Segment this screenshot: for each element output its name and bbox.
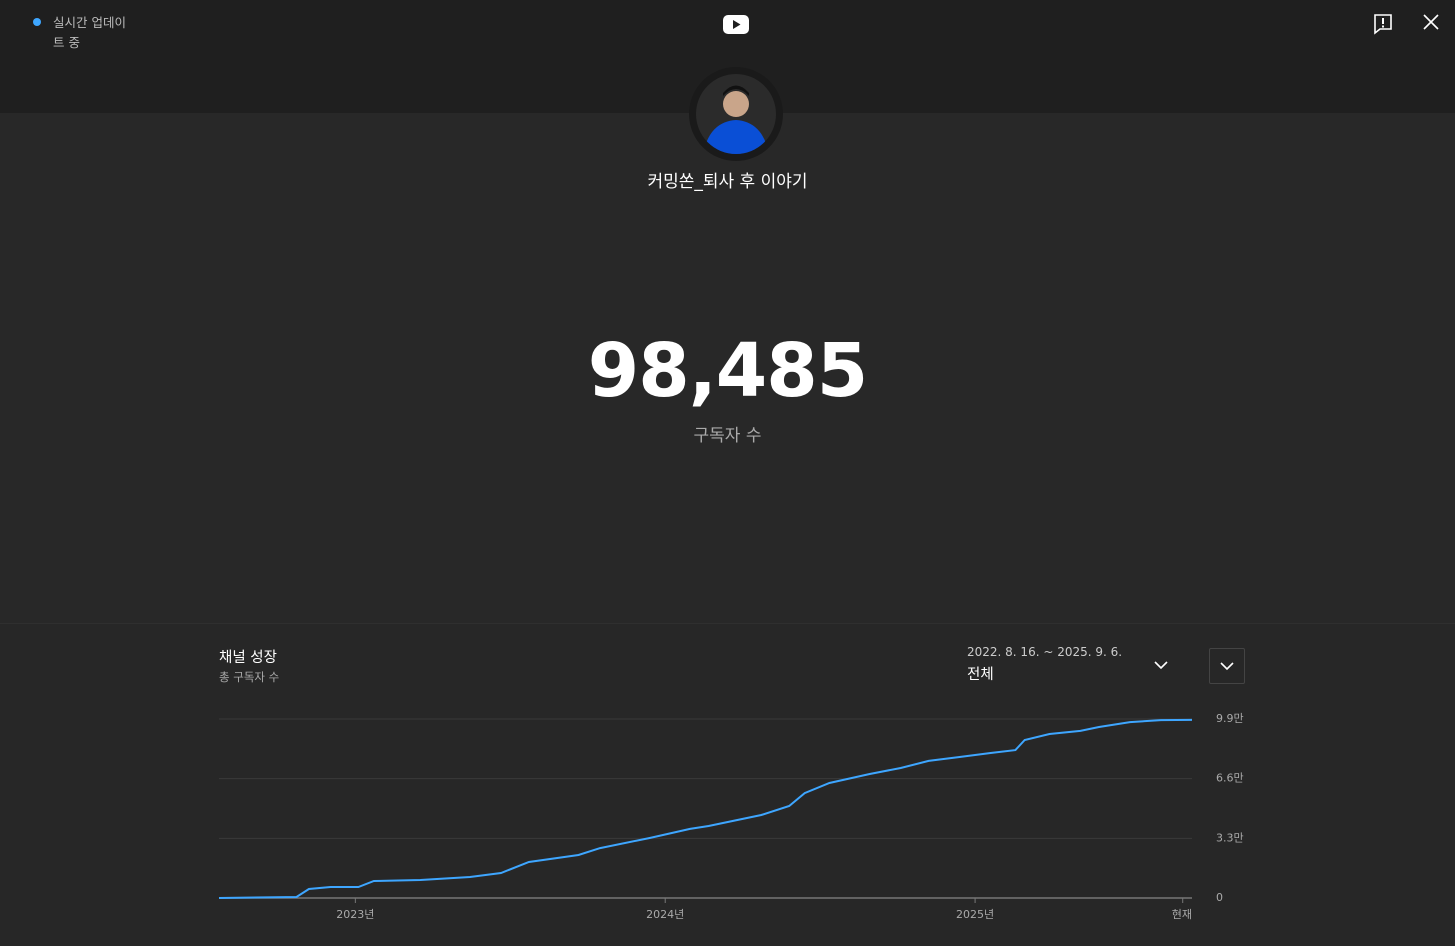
y-tick-label: 9.9만 xyxy=(1216,712,1244,725)
y-tick-label: 0 xyxy=(1216,891,1223,904)
channel-avatar xyxy=(689,67,783,161)
x-tick-label: 2023년 xyxy=(336,908,374,921)
expand-button[interactable] xyxy=(1209,648,1245,684)
subscriber-label: 구독자 수 xyxy=(693,426,762,446)
expand-icon xyxy=(1220,662,1234,671)
chart-title: 채널 성장 xyxy=(219,650,277,666)
live-status: 실시간 업데이트 중 xyxy=(53,15,126,50)
channel-name: 커밍쏜_퇴사 후 이야기 xyxy=(647,172,808,192)
y-tick-label: 6.6만 xyxy=(1216,772,1244,785)
report-button[interactable] xyxy=(1373,13,1393,35)
close-button[interactable] xyxy=(1422,13,1440,31)
chart-subtitle: 총 구독자 수 xyxy=(219,670,280,684)
x-tick-label: 현재 xyxy=(1172,908,1192,921)
period-select[interactable]: 전체 xyxy=(967,667,994,683)
live-dot xyxy=(33,18,41,26)
chart: 0 3.3만 6.6만 9.9만 2023년 2024년 2025년 현재 xyxy=(218,712,1244,921)
y-tick-label: 3.3만 xyxy=(1216,831,1244,844)
date-range: 2022. 8. 16. ~ 2025. 9. 6. xyxy=(967,645,1123,659)
subscriber-count: 98,485 xyxy=(587,328,869,414)
chart-section xyxy=(0,623,1455,946)
period-dropdown-icon[interactable] xyxy=(1153,659,1169,671)
youtube-logo[interactable] xyxy=(723,15,749,34)
x-tick-label: 2024년 xyxy=(646,908,684,921)
x-tick-label: 2025년 xyxy=(956,908,994,921)
subscriber-line xyxy=(218,718,1193,899)
